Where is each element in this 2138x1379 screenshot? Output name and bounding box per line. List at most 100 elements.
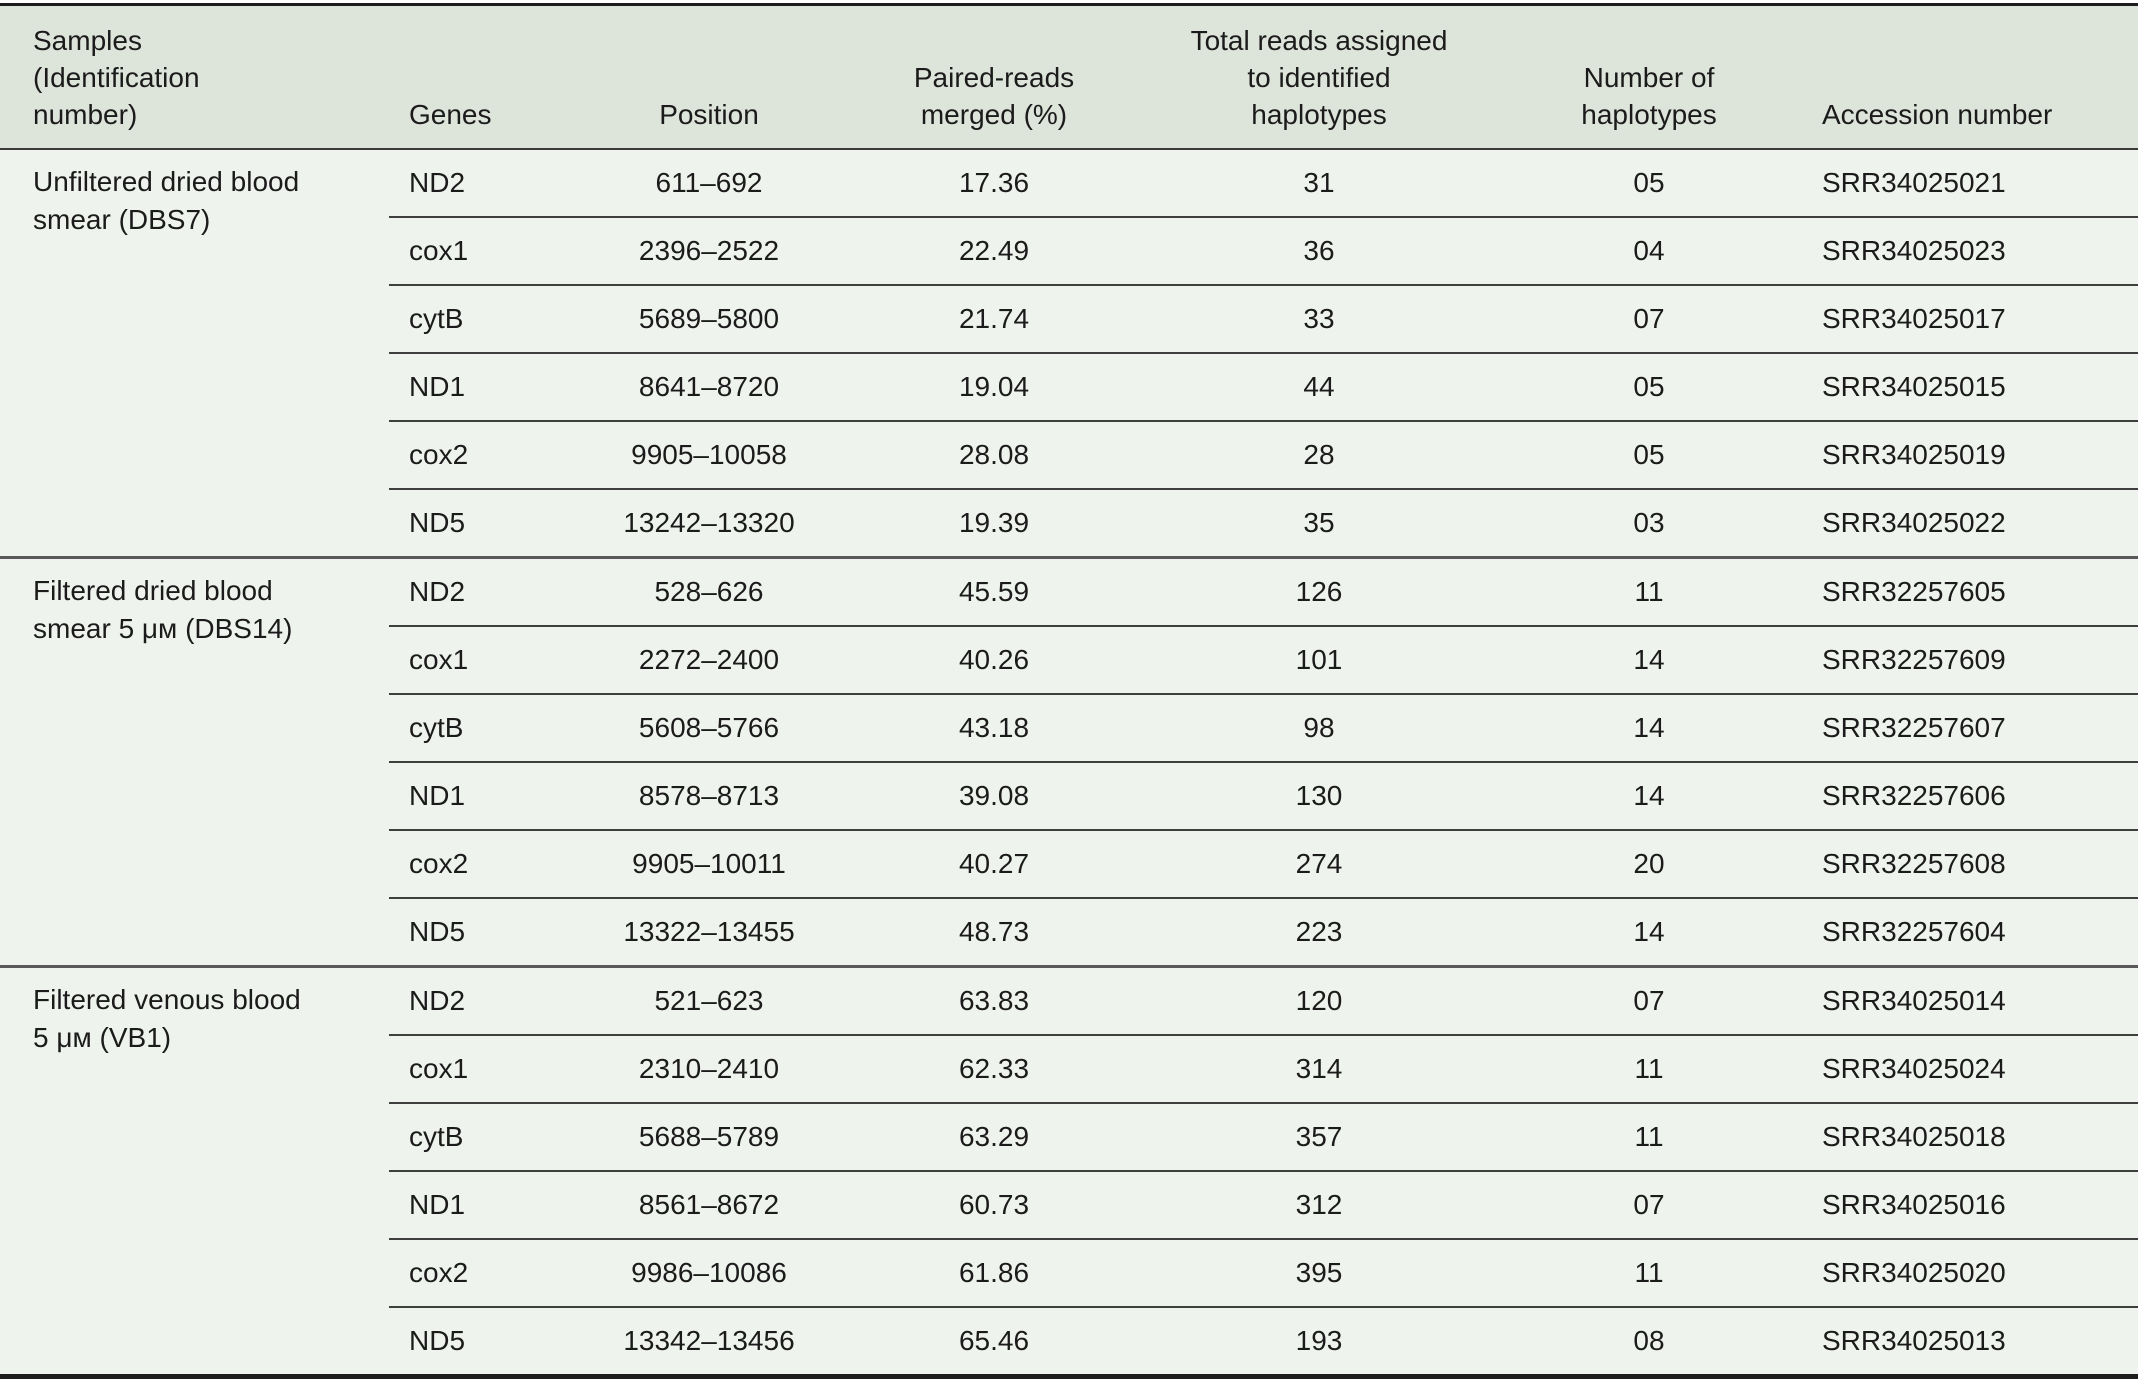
num-haplotypes-cell: 07 [1509,284,1789,353]
accession-number-cell: SRR34025015 [1789,352,2138,421]
gene-cell: cytB [389,284,559,353]
num-haplotypes-cell: 11 [1509,557,1789,626]
gene-cell: ND2 [389,966,559,1035]
num-haplotypes-cell: 05 [1509,420,1789,489]
gene-cell: ND5 [389,1306,559,1377]
paired-reads-merged-cell: 60.73 [859,1170,1129,1239]
table-row: Filtered dried blood smear 5 μᴍ (DBS14) N… [0,557,2138,967]
num-haplotypes-cell: 11 [1509,1102,1789,1171]
num-haplotypes-cell: 14 [1509,625,1789,694]
num-haplotypes-cell: 08 [1509,1306,1789,1377]
table-row: ND1 8641–8720 19.04 44 05 SRR34025015 [0,352,2138,421]
paired-reads-merged-cell: 43.18 [859,693,1129,762]
accession-number-cell: SRR34025020 [1789,1238,2138,1307]
accession-number-cell: SRR32257608 [1789,829,2138,898]
position-cell: 9986–10086 [559,1238,859,1307]
position-cell: 13242–13320 [559,488,859,558]
paired-reads-merged-cell: 48.73 [859,897,1129,967]
accession-number-cell: SRR34025021 [1789,149,2138,217]
table-row: ND1 8561–8672 60.73 312 07 SRR34025016 [0,1170,2138,1239]
total-reads-cell: 314 [1129,1034,1509,1103]
gene-cell: ND5 [389,488,559,558]
table-row: cox2 9986–10086 61.86 395 11 SRR34025020 [0,1238,2138,1307]
num-haplotypes-cell: 05 [1509,352,1789,421]
total-reads-cell: 223 [1129,897,1509,967]
position-cell: 13322–13455 [559,897,859,967]
table-row: Unfiltered dried blood smear (DBS7) ND2 61… [0,149,2138,558]
gene-cell: cox1 [389,1034,559,1103]
sample-group: Filtered venous blood 5 μᴍ (VB1) ND2 521–6… [0,966,2138,1377]
total-reads-cell: 395 [1129,1238,1509,1307]
accession-number-cell: SRR34025023 [1789,216,2138,285]
gene-cell: cox2 [389,1238,559,1307]
position-cell: 521–623 [559,966,859,1035]
position-cell: 9905–10058 [559,420,859,489]
num-haplotypes-cell: 11 [1509,1238,1789,1307]
accession-number-cell: SRR32257607 [1789,693,2138,762]
table-row: cox2 9905–10011 40.27 274 20 SRR32257608 [0,829,2138,898]
gene-cell: cytB [389,693,559,762]
num-haplotypes-cell: 20 [1509,829,1789,898]
table-row: cytB 5689–5800 21.74 33 07 SRR34025017 [0,284,2138,353]
table-row: cox1 2396–2522 22.49 36 04 SRR34025023 [0,216,2138,285]
col-header-genes: Genes [389,4,559,150]
num-haplotypes-cell: 04 [1509,216,1789,285]
accession-number-cell: SRR32257606 [1789,761,2138,830]
gene-cell: ND1 [389,761,559,830]
paper-table-page: Samples (Identification number) Genes Po… [0,3,2138,1379]
position-cell: 2396–2522 [559,216,859,285]
accession-number-cell: SRR34025016 [1789,1170,2138,1239]
sample-group: Unfiltered dried blood smear (DBS7) ND2 61… [0,149,2138,558]
gene-cell: cytB [389,1102,559,1171]
paired-reads-merged-cell: 22.49 [859,216,1129,285]
num-haplotypes-cell: 05 [1509,149,1789,217]
paired-reads-merged-cell: 19.04 [859,352,1129,421]
sample-name-cell: Unfiltered dried blood smear (DBS7) [0,149,389,558]
num-haplotypes-cell: 14 [1509,693,1789,762]
total-reads-cell: 126 [1129,557,1509,626]
num-haplotypes-cell: 11 [1509,1034,1789,1103]
paired-reads-merged-cell: 21.74 [859,284,1129,353]
num-haplotypes-cell: 07 [1509,1170,1789,1239]
position-cell: 5608–5766 [559,693,859,762]
paired-reads-merged-cell: 40.26 [859,625,1129,694]
total-reads-cell: 36 [1129,216,1509,285]
paired-reads-merged-cell: 28.08 [859,420,1129,489]
position-cell: 8561–8672 [559,1170,859,1239]
num-haplotypes-cell: 03 [1509,488,1789,558]
position-cell: 611–692 [559,149,859,217]
paired-reads-merged-cell: 19.39 [859,488,1129,558]
gene-cell: ND1 [389,1170,559,1239]
accession-number-cell: SRR34025024 [1789,1034,2138,1103]
gene-cell: cox1 [389,625,559,694]
position-cell: 5688–5789 [559,1102,859,1171]
haplotype-sequencing-table: Samples (Identification number) Genes Po… [0,3,2138,1379]
table-row: Filtered venous blood 5 μᴍ (VB1) ND2 521–6… [0,966,2138,1377]
total-reads-cell: 193 [1129,1306,1509,1377]
accession-number-cell: SRR34025022 [1789,488,2138,558]
gene-cell: ND1 [389,352,559,421]
col-header-position: Position [559,4,859,150]
gene-cell: cox1 [389,216,559,285]
table-row: cytB 5688–5789 63.29 357 11 SRR34025018 [0,1102,2138,1171]
position-cell: 528–626 [559,557,859,626]
paired-reads-merged-cell: 17.36 [859,149,1129,217]
total-reads-cell: 44 [1129,352,1509,421]
col-header-samples: Samples (Identification number) [0,4,389,150]
paired-reads-merged-cell: 61.86 [859,1238,1129,1307]
position-cell: 8578–8713 [559,761,859,830]
table-row: ND5 13242–13320 19.39 35 03 SRR34025022 [0,488,2138,558]
position-cell: 9905–10011 [559,829,859,898]
total-reads-cell: 101 [1129,625,1509,694]
accession-number-cell: SRR34025013 [1789,1306,2138,1377]
table-row: ND1 8578–8713 39.08 130 14 SRR32257606 [0,761,2138,830]
accession-number-cell: SRR34025014 [1789,966,2138,1035]
accession-number-cell: SRR34025017 [1789,284,2138,353]
sample-name-cell: Filtered venous blood 5 μᴍ (VB1) [0,966,389,1377]
sample-group: Filtered dried blood smear 5 μᴍ (DBS14) N… [0,557,2138,967]
paired-reads-merged-cell: 63.29 [859,1102,1129,1171]
total-reads-cell: 35 [1129,488,1509,558]
position-cell: 2310–2410 [559,1034,859,1103]
num-haplotypes-cell: 14 [1509,761,1789,830]
table-row: cox2 9905–10058 28.08 28 05 SRR34025019 [0,420,2138,489]
